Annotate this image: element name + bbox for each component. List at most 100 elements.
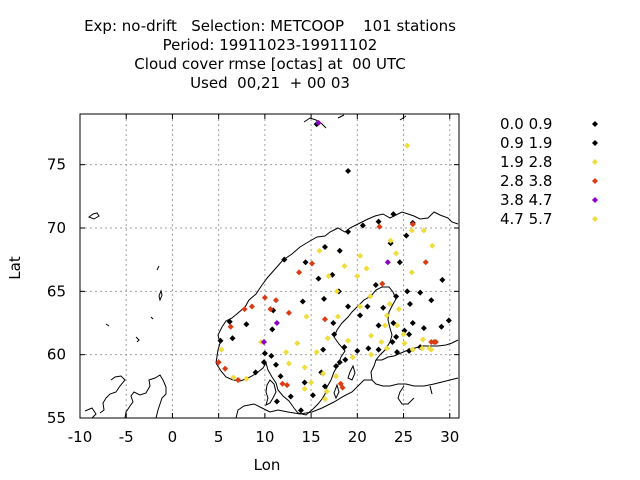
data-point-series-2 bbox=[393, 250, 400, 257]
data-point-series-2 bbox=[301, 385, 308, 392]
data-point-series-2 bbox=[313, 349, 320, 356]
data-point-series-2 bbox=[387, 237, 394, 244]
data-point-series-0 bbox=[345, 168, 352, 174]
data-point-series-0 bbox=[217, 337, 224, 344]
data-point-series-0 bbox=[320, 346, 327, 353]
data-point-series-0 bbox=[380, 304, 387, 311]
data-point-series-4 bbox=[273, 320, 280, 326]
data-point-series-0 bbox=[428, 297, 435, 304]
data-point-series-0 bbox=[403, 232, 410, 239]
data-point-series-3 bbox=[241, 306, 248, 313]
data-point-series-2 bbox=[333, 288, 340, 295]
data-point-series-0 bbox=[390, 211, 397, 218]
data-point-series-0 bbox=[406, 331, 413, 338]
data-point-series-0 bbox=[261, 350, 268, 357]
data-point-series-2 bbox=[323, 388, 330, 395]
data-point-series-0 bbox=[393, 293, 400, 300]
chart-title-line-3: Cloud cover rmse [octas] at 00 UTC bbox=[134, 55, 406, 73]
data-point-series-2 bbox=[357, 252, 364, 259]
data-point-series-3 bbox=[222, 365, 229, 372]
data-point-series-0 bbox=[309, 392, 316, 399]
data-point-series-0 bbox=[272, 361, 279, 368]
data-point-series-0 bbox=[420, 325, 427, 332]
data-points bbox=[215, 119, 452, 414]
data-point-series-0 bbox=[268, 352, 275, 359]
data-point-series-2 bbox=[230, 374, 237, 381]
x-tick-label: 5 bbox=[214, 428, 224, 446]
data-point-series-4 bbox=[384, 259, 391, 266]
data-point-series-2 bbox=[357, 303, 364, 310]
data-point-series-2 bbox=[404, 142, 411, 149]
x-tick-label: 0 bbox=[168, 428, 178, 446]
data-point-series-2 bbox=[218, 346, 225, 353]
data-point-series-0 bbox=[375, 322, 382, 329]
legend-label: 0.0 0.9 bbox=[500, 115, 552, 133]
data-point-series-0 bbox=[229, 335, 236, 342]
data-point-series-2 bbox=[354, 273, 361, 280]
x-tick-label: -5 bbox=[119, 428, 134, 446]
data-point-series-0 bbox=[299, 298, 306, 305]
data-point-series-2 bbox=[382, 322, 389, 329]
x-tick-label: 25 bbox=[394, 428, 413, 446]
data-point-series-3 bbox=[432, 339, 439, 345]
data-point-series-0 bbox=[281, 256, 288, 263]
data-point-series-4 bbox=[315, 119, 322, 126]
legend-marker bbox=[592, 197, 598, 203]
data-point-series-2 bbox=[368, 351, 375, 358]
data-point-series-0 bbox=[226, 318, 233, 325]
data-point-series-0 bbox=[365, 345, 372, 352]
x-tick-label: -10 bbox=[68, 428, 93, 446]
data-point-series-0 bbox=[336, 247, 343, 254]
data-point-series-2 bbox=[409, 346, 416, 353]
data-point-series-0 bbox=[321, 244, 328, 250]
y-tick-label: 70 bbox=[47, 219, 66, 237]
data-point-series-2 bbox=[320, 370, 327, 377]
legend-label: 3.8 4.7 bbox=[500, 191, 552, 209]
x-tick-label: 10 bbox=[255, 428, 274, 446]
data-point-series-0 bbox=[375, 218, 382, 225]
data-point-series-2 bbox=[419, 345, 426, 352]
data-point-series-3 bbox=[227, 323, 234, 330]
data-point-series-2 bbox=[368, 332, 375, 339]
data-point-series-0 bbox=[321, 295, 328, 302]
data-point-series-0 bbox=[341, 344, 348, 351]
data-point-series-0 bbox=[407, 301, 414, 307]
data-point-series-2 bbox=[408, 269, 415, 276]
data-point-series-2 bbox=[400, 331, 407, 338]
data-point-series-0 bbox=[321, 383, 328, 390]
legend-marker bbox=[592, 159, 598, 165]
data-point-series-2 bbox=[301, 364, 308, 371]
x-tick-label: 30 bbox=[440, 428, 459, 446]
data-point-series-2 bbox=[325, 273, 332, 280]
data-point-series-0 bbox=[438, 323, 445, 330]
data-point-series-0 bbox=[287, 393, 294, 400]
data-point-series-2 bbox=[324, 335, 331, 342]
data-point-series-0 bbox=[394, 349, 401, 356]
data-point-series-2 bbox=[395, 306, 402, 313]
data-point-series-0 bbox=[315, 275, 322, 282]
y-tick-label: 65 bbox=[47, 282, 66, 300]
data-point-series-0 bbox=[297, 407, 304, 414]
data-point-series-2 bbox=[285, 360, 292, 367]
data-point-series-2 bbox=[408, 227, 415, 234]
data-point-series-2 bbox=[383, 312, 390, 319]
x-axis: -10 -5 0 5 10 15 20 25 30 bbox=[68, 114, 459, 446]
data-point-series-3 bbox=[261, 294, 268, 301]
y-tick-label: 75 bbox=[47, 156, 66, 174]
x-tick-label: 20 bbox=[348, 428, 367, 446]
data-point-series-0 bbox=[354, 347, 361, 354]
data-point-series-0 bbox=[243, 321, 250, 328]
plot-frame bbox=[79, 113, 460, 419]
legend-marker bbox=[592, 178, 598, 184]
data-point-series-0 bbox=[417, 289, 424, 296]
data-point-series-3 bbox=[309, 260, 316, 267]
data-point-series-2 bbox=[321, 396, 328, 402]
data-point-series-0 bbox=[357, 312, 364, 319]
legend-label: 1.9 2.8 bbox=[500, 153, 552, 171]
data-point-series-3 bbox=[337, 380, 344, 387]
data-point-series-3 bbox=[235, 377, 242, 383]
data-point-series-0 bbox=[252, 369, 259, 376]
data-point-series-0 bbox=[345, 303, 352, 310]
data-point-series-1 bbox=[359, 222, 366, 229]
data-point-series-0 bbox=[409, 320, 416, 326]
